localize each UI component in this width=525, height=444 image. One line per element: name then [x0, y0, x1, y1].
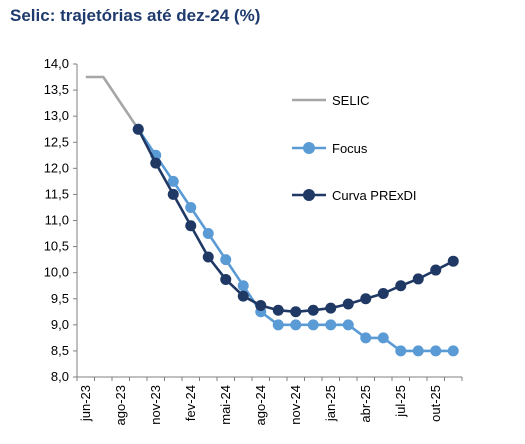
series-selic — [85, 75, 140, 130]
legend: SELIC Focus Curva PRExDI — [292, 93, 417, 203]
x-tick-label: nov-23 — [148, 385, 163, 425]
x-tick-label: jun-23 — [78, 385, 93, 422]
y-tick-label: 14,0 — [44, 56, 69, 71]
series-curva-prexdi — [132, 123, 459, 318]
series-line — [137, 128, 454, 353]
data-point — [202, 251, 214, 263]
y-tick-label: 8,5 — [51, 343, 69, 358]
data-point — [395, 345, 407, 357]
data-point — [185, 220, 197, 232]
y-tick-label: 11,0 — [45, 213, 69, 228]
data-point — [325, 302, 337, 314]
y-tick-label: 12,0 — [44, 160, 69, 175]
data-point — [272, 304, 284, 316]
x-tick-label: mai-24 — [218, 385, 233, 425]
data-point — [167, 188, 179, 200]
x-tick-label: nov-24 — [288, 385, 303, 425]
series-layer — [85, 75, 459, 357]
data-point — [237, 290, 249, 302]
chart-title: Selic: trajetórias até dez-24 (%) — [10, 6, 261, 25]
y-tick-label: 13,5 — [44, 82, 69, 97]
data-point — [377, 332, 389, 344]
data-point — [185, 201, 197, 213]
data-point — [395, 280, 407, 292]
data-point — [307, 304, 319, 316]
legend-label: Curva PRExDI — [332, 188, 417, 203]
x-tick-label: ago-23 — [113, 385, 128, 425]
data-point — [447, 255, 459, 267]
data-point — [220, 273, 232, 285]
legend-label: SELIC — [332, 93, 370, 108]
data-point — [237, 280, 249, 292]
data-point — [272, 319, 284, 331]
y-tick-label: 9,5 — [51, 291, 69, 306]
y-tick-label: 8,0 — [51, 369, 69, 384]
data-point — [360, 332, 372, 344]
x-tick-label: abr-25 — [358, 385, 373, 423]
data-point — [412, 273, 424, 285]
data-point — [412, 345, 424, 357]
x-tick-label: jul-25 — [393, 385, 408, 418]
data-point — [290, 306, 302, 318]
data-point — [342, 298, 354, 310]
data-point — [447, 345, 459, 357]
data-point — [307, 319, 319, 331]
x-tick-label: ago-24 — [253, 385, 268, 425]
data-point — [202, 228, 214, 240]
series-focus — [132, 123, 459, 357]
legend-label: Focus — [332, 141, 368, 156]
data-point — [290, 319, 302, 331]
axes: 8,0 8,5 9,0 9,5 10,0 10,5 11,0 11,5 12,0 12,5 13,0… — [44, 56, 463, 425]
legend-swatch-marker — [303, 189, 315, 201]
y-tick-label: 10,5 — [44, 239, 69, 254]
data-point — [430, 345, 442, 357]
y-tick-label: 13,0 — [44, 108, 69, 123]
data-point — [132, 123, 144, 135]
data-point — [377, 288, 389, 300]
data-point — [342, 319, 354, 331]
data-point — [255, 300, 267, 312]
y-tick-label: 9,0 — [51, 317, 69, 332]
x-tick-label: fev-24 — [183, 385, 198, 421]
y-tick-label: 11,5 — [45, 186, 69, 201]
y-tick-label: 12,5 — [44, 134, 69, 149]
x-tick-label: jan-25 — [323, 385, 338, 422]
legend-swatch-marker — [303, 142, 315, 154]
x-tick-label: out-25 — [428, 385, 443, 422]
series-line — [85, 75, 140, 130]
data-point — [360, 293, 372, 305]
y-tick-label: 10,0 — [44, 265, 69, 280]
data-point — [430, 264, 442, 276]
data-point — [150, 157, 162, 169]
data-point — [325, 319, 337, 331]
data-point — [167, 175, 179, 187]
data-point — [220, 254, 232, 266]
